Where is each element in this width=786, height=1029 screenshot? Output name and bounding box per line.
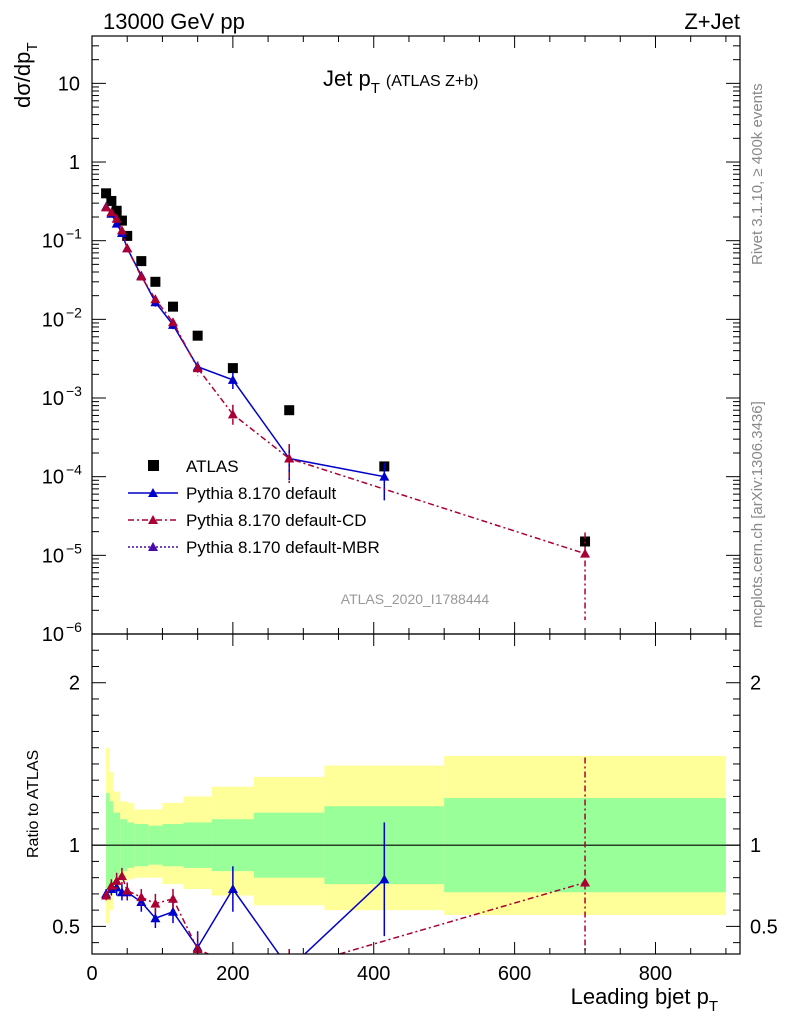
atlas-data-point (227, 363, 238, 374)
atlas-data-point (106, 195, 117, 206)
data-point (122, 243, 133, 253)
atlas-data-point (150, 276, 161, 287)
data-point (580, 877, 591, 887)
y-tick-label: 10 (42, 545, 64, 567)
data-point (148, 488, 158, 497)
xlabel: Leading bjet pT (571, 984, 718, 1015)
x-tick-label: 0 (86, 963, 97, 985)
data-point (136, 892, 147, 902)
header-right: Z+Jet (684, 9, 740, 34)
data-point (284, 964, 294, 973)
ratio-bands (106, 747, 726, 924)
legend-label: ATLAS (186, 457, 239, 476)
data-point (227, 409, 238, 419)
data-point (106, 207, 117, 217)
data-point (136, 271, 147, 281)
data-point (284, 453, 295, 463)
y-tick-label: 10 (42, 624, 64, 646)
y-tick-label: 10 (58, 73, 80, 95)
ratio-y-tick-label-right: 0.5 (750, 916, 778, 938)
data-point (116, 871, 127, 881)
atlas-data-point (192, 330, 203, 341)
data-point (192, 363, 203, 373)
y-tick-label: 1 (69, 152, 80, 174)
chart-title: Jet pT (ATLAS Z+b) (323, 66, 479, 97)
y-tick-exponent: −1 (66, 226, 82, 242)
ratio-ylabel: Ratio to ATLAS (25, 750, 42, 858)
y-tick-exponent: −3 (66, 383, 82, 399)
data-point (379, 471, 390, 481)
data-point (150, 913, 161, 923)
atlas-data-point (101, 188, 112, 199)
data-point (122, 885, 133, 895)
data-point (148, 515, 158, 524)
data-point (136, 897, 147, 907)
data-point (379, 874, 390, 884)
data-point (111, 875, 122, 885)
atlas-data-point (116, 215, 127, 226)
legend: ATLAS Pythia 8.170 default Pythia 8.170 de… (128, 457, 380, 557)
legend-marker (148, 460, 159, 471)
atlas-data-point (580, 536, 591, 547)
x-tick-label: 800 (639, 963, 672, 985)
data-point (150, 898, 161, 908)
data-point (106, 880, 117, 890)
upper-ylabel: dσ/dpT (10, 42, 41, 108)
y-tick-exponent: −4 (66, 462, 82, 478)
series-line (105, 206, 586, 555)
legend-entry: Pythia 8.170 default-MBR (128, 538, 380, 557)
y-tick-label: 10 (42, 309, 64, 331)
upper-plot-area (101, 188, 591, 621)
data-point (101, 890, 112, 900)
legend-entry: Pythia 8.170 default-CD (128, 511, 367, 530)
y-tick-label: 10 (42, 467, 64, 489)
atlas-data-point (111, 205, 122, 216)
x-tick-label: 200 (216, 963, 249, 985)
ratio-y-tick-label: 0.5 (52, 916, 80, 938)
data-point (284, 964, 294, 973)
y-tick-exponent: −5 (66, 540, 82, 556)
x-tick-label: 400 (357, 963, 390, 985)
data-point (101, 202, 112, 212)
data-point (111, 218, 122, 228)
legend-label: Pythia 8.170 default-CD (186, 511, 367, 530)
data-point (580, 548, 591, 558)
x-tick-label: 600 (498, 963, 531, 985)
data-point (111, 213, 122, 223)
data-point (168, 893, 178, 903)
axes: 0 200 400 600 80010110−110−210−310−410−510−6… (42, 35, 778, 985)
header-left: 13000 GeV pp (103, 9, 245, 34)
data-point (227, 374, 238, 384)
atlas-data-point (284, 405, 295, 416)
legend-label: Pythia 8.170 default-MBR (186, 538, 380, 557)
ratio-y-tick-label: 1 (69, 835, 80, 857)
ratio-y-tick-label-right: 2 (750, 673, 761, 695)
legend-label: Pythia 8.170 default (186, 484, 337, 503)
mcplots-label: mcplots.cern.ch [arXiv:1306.3436] (749, 401, 766, 628)
y-tick-exponent: −2 (66, 304, 82, 320)
data-point (168, 317, 178, 327)
series-line (105, 206, 385, 478)
rivet-label: Rivet 3.1.10, ≥ 400k events (749, 83, 766, 265)
atlas-data-point (168, 301, 178, 312)
data-point (168, 906, 178, 916)
data-point (227, 884, 238, 894)
analysis-watermark: ATLAS_2020_I1788444 (341, 591, 490, 607)
atlas-data-point (122, 230, 133, 241)
atlas-data-point (136, 256, 147, 267)
data-point (150, 294, 161, 304)
ratio-y-tick-label: 2 (69, 673, 80, 695)
y-tick-label: 10 (42, 388, 64, 410)
ratio-plot-area (101, 757, 591, 973)
ratio-frame (91, 633, 741, 955)
legend-entry: ATLAS (148, 457, 239, 476)
y-tick-label: 10 (42, 231, 64, 253)
data-point (116, 225, 127, 235)
ratio-y-tick-label-right: 1 (750, 835, 761, 857)
y-tick-exponent: −6 (66, 619, 82, 635)
data-point (148, 542, 158, 551)
legend-entry: Pythia 8.170 default (128, 484, 337, 503)
